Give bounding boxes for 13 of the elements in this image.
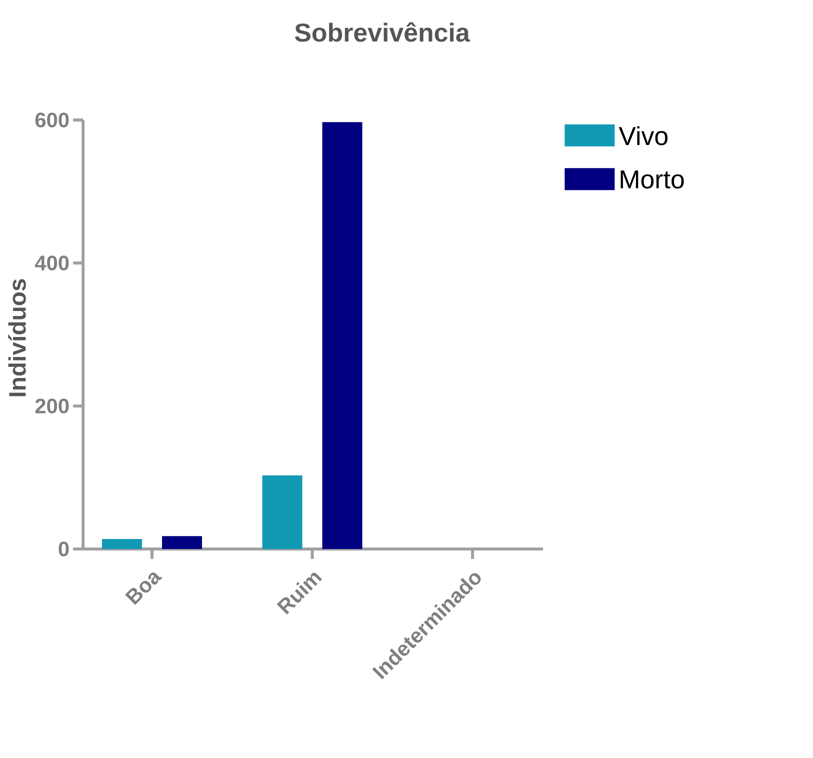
y-tick-label: 400	[34, 256, 69, 270]
x-tick-label: Boa	[125, 572, 162, 605]
bar	[162, 536, 202, 549]
y-axis-title: Indivíduos	[8, 279, 26, 396]
bar	[102, 538, 142, 549]
bar	[262, 475, 302, 549]
y-tick-label: 600	[35, 112, 69, 128]
legend-label: Morto	[620, 170, 684, 189]
chart-title: Sobrevivência	[294, 22, 470, 42]
y-tick-label: 200	[35, 398, 69, 414]
bar	[322, 122, 362, 549]
y-tick-label: 0	[58, 542, 69, 556]
legend-label: Vivo	[618, 126, 668, 146]
